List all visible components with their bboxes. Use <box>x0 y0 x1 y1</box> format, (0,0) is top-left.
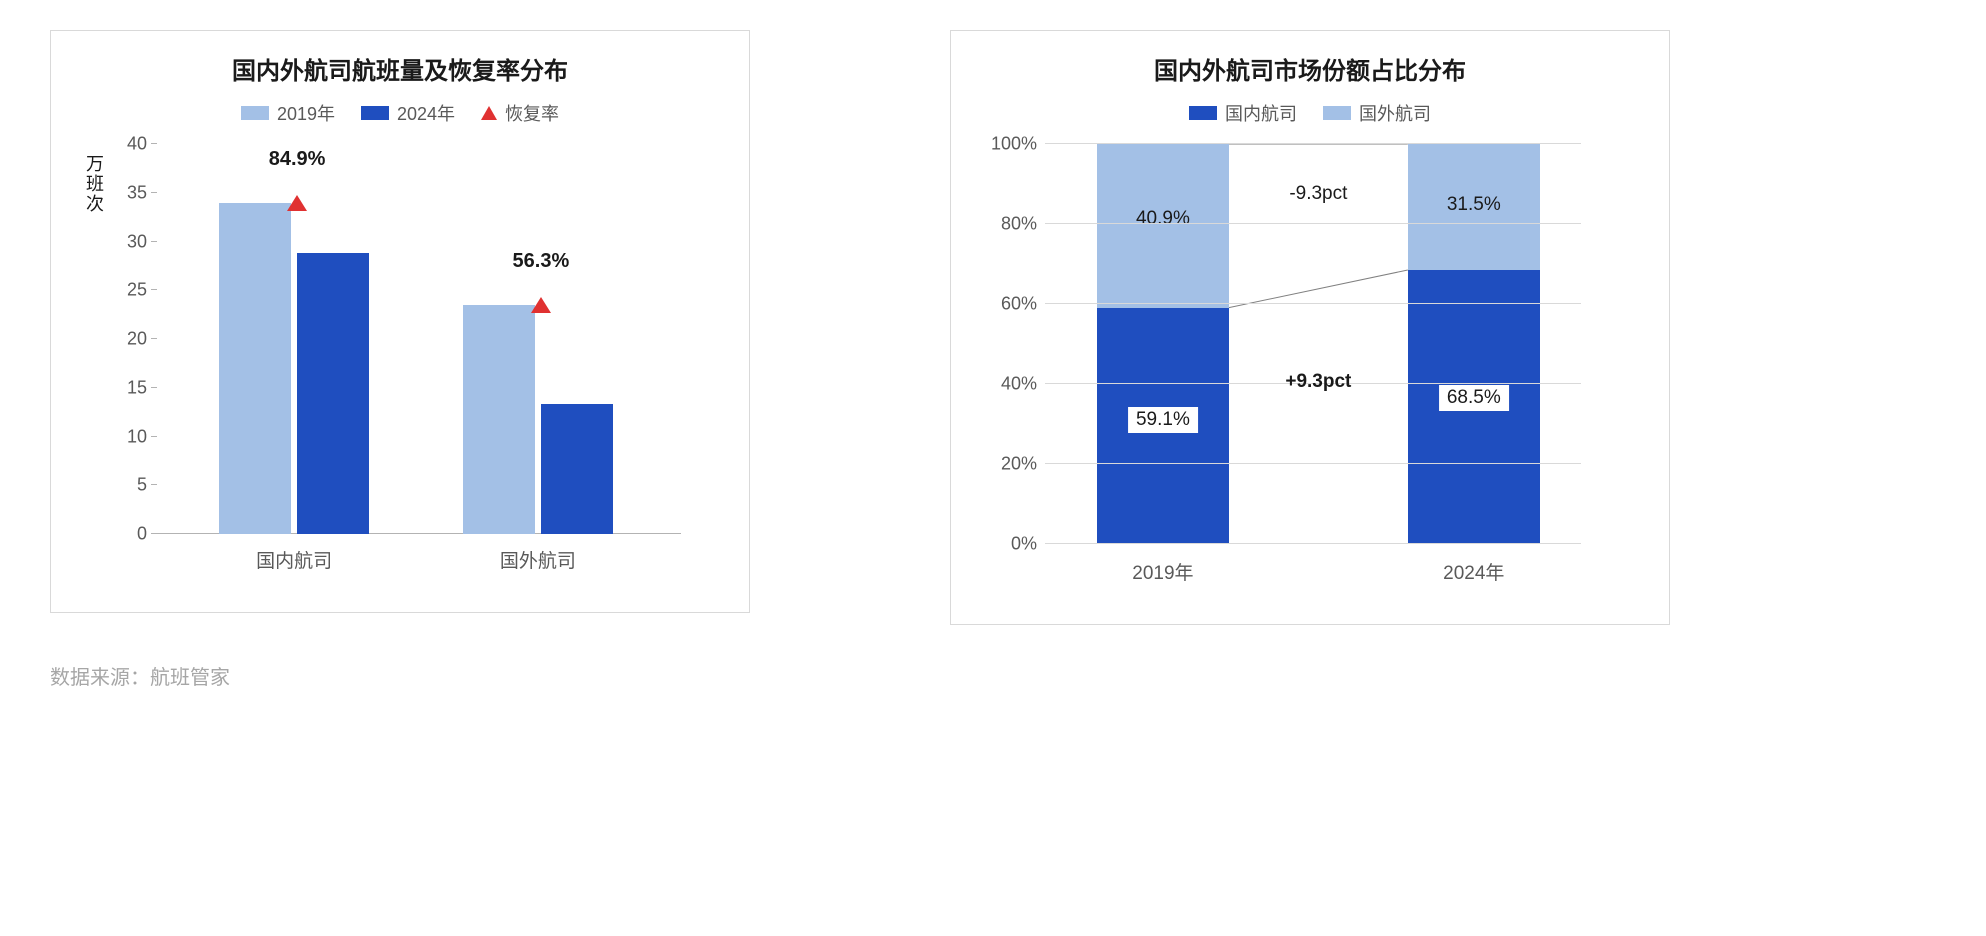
chart1-ytick-mark <box>151 289 157 290</box>
chart1-y-axis-label: 万班次 <box>81 154 107 214</box>
chart1-ytick-mark <box>151 436 157 437</box>
chart1-legend-series-a: 2019年 <box>241 100 335 126</box>
chart1-ytick-label: 40 <box>111 134 147 155</box>
chart2-stacked-column: 68.5% 31.5% <box>1408 144 1540 544</box>
chart2-delta-bottom: +9.3pct <box>1285 371 1351 393</box>
chart2-gridline <box>1045 303 1581 304</box>
chart2-segment-bottom: 68.5% <box>1408 270 1540 544</box>
chart1-ytick-mark <box>151 533 157 534</box>
chart2-title: 国内外航司市场份额占比分布 <box>981 51 1639 86</box>
chart2-ytick-label: 60% <box>981 294 1037 315</box>
chart2-segment-bottom-label: 68.5% <box>1439 385 1509 411</box>
chart2-ytick-label: 100% <box>981 134 1037 155</box>
chart2-segment-top-label: 40.9% <box>1128 206 1198 232</box>
data-source-label: 数据来源：航班管家 <box>50 661 1936 690</box>
chart1-ytick-mark <box>151 387 157 388</box>
swatch-series-a <box>241 106 269 120</box>
chart2-legend-top-label: 国外航司 <box>1359 100 1431 126</box>
swatch-bottom <box>1189 106 1217 120</box>
chart1-ytick-mark <box>151 143 157 144</box>
chart1-ytick-label: 30 <box>111 231 147 252</box>
chart2-gridline <box>1045 463 1581 464</box>
chart1-ytick-mark <box>151 192 157 193</box>
chart1-ytick-mark <box>151 241 157 242</box>
chart1-bar-group <box>463 305 613 534</box>
chart1-bars-layer: 84.9% 56.3% <box>151 144 681 534</box>
chart1-bar-group <box>219 203 369 535</box>
charts-row: 国内外航司航班量及恢复率分布 2019年 2024年 恢复率 万班次 84.9%… <box>50 30 1936 625</box>
chart2-segment-bottom-label: 59.1% <box>1128 407 1198 433</box>
chart1-recovery-marker <box>531 297 551 313</box>
chart1-x-category-label: 国内航司 <box>256 546 332 573</box>
chart1-x-category-label: 国外航司 <box>500 546 576 573</box>
chart1-legend-marker: 恢复率 <box>481 100 559 126</box>
chart1-ytick-mark <box>151 338 157 339</box>
swatch-series-b <box>361 106 389 120</box>
chart1-bar-series-a <box>219 203 291 535</box>
chart1-ytick-label: 35 <box>111 182 147 203</box>
chart1-recovery-label: 56.3% <box>513 250 570 273</box>
chart1-ytick-label: 25 <box>111 280 147 301</box>
triangle-icon <box>481 106 497 120</box>
chart1-recovery-marker <box>287 195 307 211</box>
chart1-ytick-label: 10 <box>111 426 147 447</box>
chart1-recovery-label: 84.9% <box>269 147 326 170</box>
chart1-legend-marker-label: 恢复率 <box>505 100 559 126</box>
chart1-ytick-label: 5 <box>111 475 147 496</box>
chart1-ytick-label: 0 <box>111 524 147 545</box>
chart1-ytick-label: 20 <box>111 329 147 350</box>
chart1-legend-series-b-label: 2024年 <box>397 100 455 126</box>
chart2-ytick-label: 20% <box>981 454 1037 475</box>
chart2-segment-top-label: 31.5% <box>1439 192 1509 218</box>
chart2-segment-top: 31.5% <box>1408 144 1540 270</box>
chart2-ytick-label: 40% <box>981 374 1037 395</box>
chart1-plot-area: 84.9%56.3% 0510152025303540 <box>111 144 681 534</box>
chart2-segment-top: 40.9% <box>1097 144 1229 308</box>
chart2-segment-bottom: 59.1% <box>1097 308 1229 544</box>
chart2-delta-top: -9.3pct <box>1289 183 1347 205</box>
chart1-bar-series-a <box>463 305 535 534</box>
chart1-legend-series-a-label: 2019年 <box>277 100 335 126</box>
chart2-x-category-label: 2019年 <box>1132 558 1193 585</box>
chart2-plot-area: 59.1%40.9%68.5%31.5% 0%20%40%60%80%100%+… <box>981 144 1581 544</box>
chart2-panel: 国内外航司市场份额占比分布 国内航司 国外航司 59.1% 40.9% 68.5% 3… <box>950 30 1670 625</box>
chart2-gridline <box>1045 543 1581 544</box>
chart1-ytick-mark <box>151 484 157 485</box>
chart2-ytick-label: 0% <box>981 534 1037 555</box>
chart2-gridline <box>1045 143 1581 144</box>
chart2-stacked-column: 59.1% 40.9% <box>1097 144 1229 544</box>
swatch-top <box>1323 106 1351 120</box>
chart1-panel: 国内外航司航班量及恢复率分布 2019年 2024年 恢复率 万班次 84.9%… <box>50 30 750 613</box>
chart2-legend-bottom: 国内航司 <box>1189 100 1297 126</box>
chart2-legend: 国内航司 国外航司 <box>981 100 1639 126</box>
chart1-legend: 2019年 2024年 恢复率 <box>81 100 719 126</box>
chart1-title: 国内外航司航班量及恢复率分布 <box>81 51 719 86</box>
chart2-x-category-label: 2024年 <box>1443 558 1504 585</box>
chart2-ytick-label: 80% <box>981 214 1037 235</box>
chart2-legend-top: 国外航司 <box>1323 100 1431 126</box>
chart1-plot-wrap: 万班次 84.9%56.3% 0510152025303540 国内航司国外航司 <box>81 144 719 582</box>
chart2-gridline <box>1045 223 1581 224</box>
chart1-bar-series-b <box>541 404 613 534</box>
chart1-x-categories: 国内航司 国外航司 <box>151 542 681 582</box>
chart1-ytick-label: 15 <box>111 377 147 398</box>
chart1-bar-series-b <box>297 253 369 534</box>
chart2-legend-bottom-label: 国内航司 <box>1225 100 1297 126</box>
chart2-x-categories: 2019年 2024年 <box>1045 554 1639 594</box>
chart1-legend-series-b: 2024年 <box>361 100 455 126</box>
